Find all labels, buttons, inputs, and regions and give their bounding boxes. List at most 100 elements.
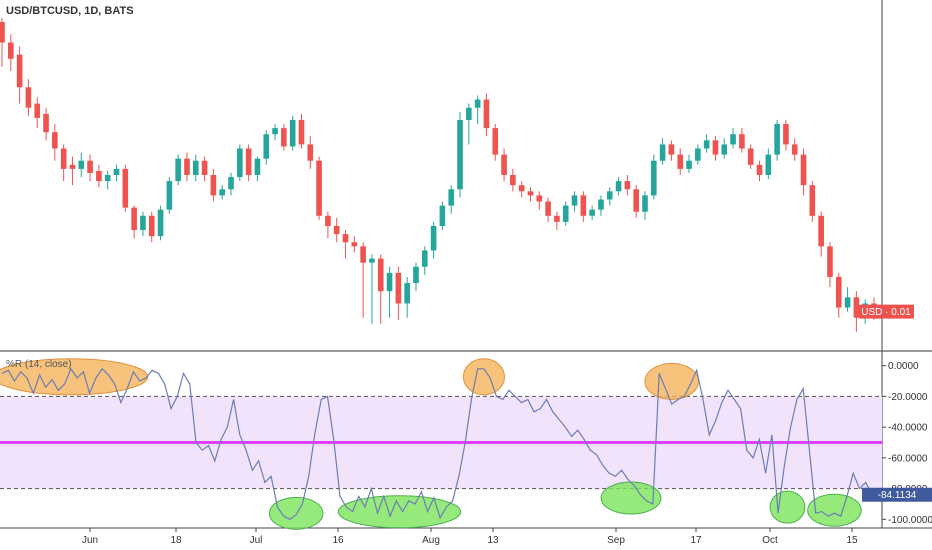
candle-body bbox=[342, 234, 349, 243]
candle-body bbox=[483, 99, 490, 129]
candle-body bbox=[34, 103, 41, 118]
candle-body bbox=[650, 160, 657, 196]
candle-body bbox=[695, 148, 701, 161]
candle-body bbox=[254, 158, 261, 175]
candle-body bbox=[281, 128, 287, 147]
candle-body bbox=[360, 246, 366, 263]
candle-body bbox=[175, 158, 181, 182]
oversold-highlight bbox=[268, 496, 324, 530]
candle-body bbox=[192, 160, 199, 175]
candle-body bbox=[571, 195, 578, 206]
candle-body bbox=[835, 276, 842, 308]
candle-body bbox=[562, 205, 569, 222]
candle-body bbox=[791, 144, 798, 155]
candle-body bbox=[827, 246, 833, 277]
x-tick-label: 16 bbox=[332, 535, 344, 546]
candle-body bbox=[448, 189, 455, 206]
candle-body bbox=[659, 144, 666, 161]
candle-body bbox=[633, 189, 639, 212]
wr-value-label: -84.1134 bbox=[878, 490, 917, 501]
candle-body bbox=[730, 134, 736, 145]
x-tick-label: 17 bbox=[690, 535, 702, 546]
candle-body bbox=[606, 191, 613, 200]
candle-body bbox=[157, 209, 164, 237]
candle-body bbox=[25, 87, 32, 108]
candle-body bbox=[219, 189, 226, 196]
price-label: USD · 0.01 bbox=[861, 307, 911, 318]
price-label-box bbox=[859, 304, 914, 319]
candle-body bbox=[351, 242, 358, 247]
candle-body bbox=[421, 250, 428, 267]
candle-body bbox=[765, 154, 772, 175]
candle-body bbox=[8, 42, 14, 59]
candle-body bbox=[598, 199, 604, 210]
candle-body bbox=[527, 191, 534, 196]
candle-body bbox=[536, 195, 543, 202]
candle-body bbox=[554, 215, 560, 222]
candle-body bbox=[43, 113, 49, 133]
candle-body bbox=[307, 144, 314, 161]
candle-body bbox=[501, 154, 507, 175]
candle-body bbox=[721, 144, 728, 155]
candle-body bbox=[686, 160, 692, 169]
candle-body bbox=[52, 132, 58, 149]
candle-body bbox=[712, 140, 719, 155]
overbought-highlight bbox=[462, 358, 505, 396]
y-tick-label: -100.0000 bbox=[888, 515, 932, 526]
candle-body bbox=[0, 22, 5, 43]
candle-body bbox=[113, 168, 120, 175]
candle-body bbox=[201, 160, 208, 175]
candle-body bbox=[395, 272, 402, 304]
x-tick-label: Jul bbox=[250, 535, 263, 546]
candle-body bbox=[60, 148, 67, 169]
candle-body bbox=[615, 181, 622, 192]
candle-body bbox=[228, 177, 234, 190]
candle-body bbox=[809, 185, 816, 216]
candle-body bbox=[184, 158, 190, 175]
candle-body bbox=[69, 164, 76, 169]
candle-body bbox=[457, 119, 463, 190]
x-tick-label: Jun bbox=[82, 535, 98, 546]
candle-body bbox=[739, 134, 745, 149]
candle-body bbox=[369, 258, 375, 263]
williams-r-line bbox=[1, 367, 873, 521]
candle-body bbox=[413, 266, 419, 284]
candle-body bbox=[580, 195, 587, 216]
wr-value-box bbox=[862, 487, 932, 502]
candle-body bbox=[122, 168, 129, 208]
chart-title: USD/BTCUSD, 1D, BATS bbox=[6, 5, 134, 17]
candle-body bbox=[289, 119, 296, 147]
candle-body bbox=[245, 148, 252, 175]
indicator-label: %R (14, close) bbox=[6, 359, 72, 370]
candle-body bbox=[818, 215, 824, 247]
candle-body bbox=[210, 175, 217, 196]
candle-body bbox=[474, 99, 481, 108]
candle-body bbox=[430, 225, 437, 251]
candle-body bbox=[386, 272, 393, 292]
candle-body bbox=[272, 128, 278, 135]
oversold-highlight bbox=[337, 495, 462, 529]
candle-body bbox=[237, 148, 243, 178]
candle-body bbox=[853, 297, 860, 318]
candle-body bbox=[844, 297, 851, 308]
candle-body bbox=[166, 181, 173, 210]
candle-body bbox=[96, 170, 102, 182]
y-tick-label: -40.0000 bbox=[888, 423, 928, 434]
y-tick-label: 0.0000 bbox=[888, 361, 919, 372]
candle-body bbox=[377, 258, 384, 292]
candle-body bbox=[466, 107, 472, 120]
candle-body bbox=[774, 124, 780, 155]
candle-body bbox=[510, 175, 516, 186]
candle-body bbox=[589, 209, 595, 216]
candle-body bbox=[104, 175, 111, 182]
candle-body bbox=[140, 215, 146, 231]
oversold-highlight bbox=[600, 481, 662, 515]
candle-body bbox=[78, 160, 85, 169]
candle-body bbox=[316, 160, 322, 216]
candle-body bbox=[800, 154, 807, 186]
candle-body bbox=[325, 215, 331, 226]
candle-body bbox=[404, 283, 410, 304]
x-tick-label: Aug bbox=[422, 535, 440, 546]
candle-body bbox=[756, 164, 763, 175]
candle-body bbox=[747, 148, 754, 165]
